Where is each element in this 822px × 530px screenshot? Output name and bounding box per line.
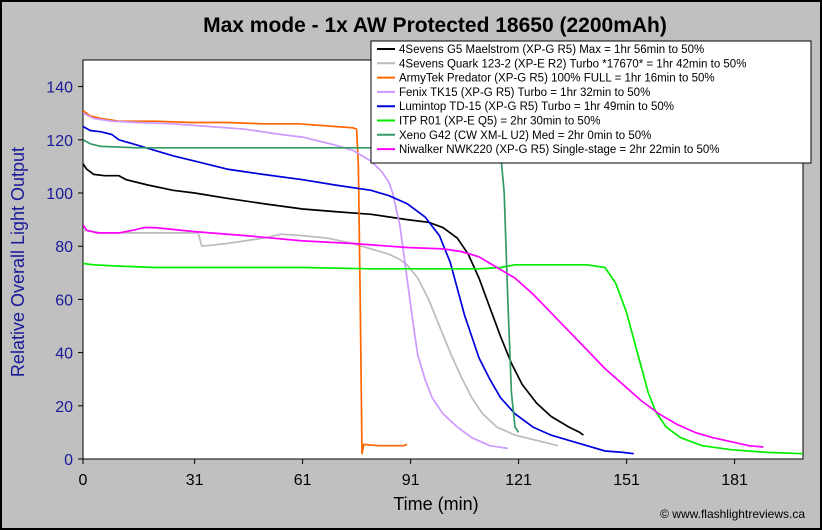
series-line bbox=[83, 224, 764, 448]
copyright-text: © www.flashlightreviews.ca bbox=[660, 507, 805, 521]
series-line bbox=[83, 229, 559, 447]
series-line bbox=[83, 262, 803, 455]
y-tick-label: 120 bbox=[46, 133, 73, 150]
legend-entry: ArmyTek Predator (XP-G R5) 100% FULL = 1… bbox=[399, 73, 715, 85]
legend-entry: Niwalker NWK220 (XP-G R5) Single-stage =… bbox=[399, 144, 720, 156]
legend: 4Sevens G5 Maelstrom (XP-G R5) Max = 1hr… bbox=[370, 40, 812, 164]
legend-entry: Fenix TK15 (XP-G R5) Turbo = 1hr 32min t… bbox=[399, 87, 650, 99]
legend-items: 4Sevens G5 Maelstrom (XP-G R5) Max = 1hr… bbox=[377, 44, 746, 156]
x-axis-ticks: 0 31 61 91 121 151 181 bbox=[79, 459, 748, 489]
x-tick-label: 181 bbox=[721, 472, 748, 489]
legend-entry: 4Sevens G5 Maelstrom (XP-G R5) Max = 1hr… bbox=[399, 44, 704, 56]
x-tick-label: 151 bbox=[613, 472, 640, 489]
legend-box bbox=[370, 40, 812, 164]
chart-title: Max mode - 1x AW Protected 18650 (2200mA… bbox=[203, 14, 667, 37]
y-tick-label: 100 bbox=[46, 186, 73, 203]
x-axis-label: Time (min) bbox=[393, 494, 478, 514]
series-line bbox=[83, 125, 634, 455]
x-tick-label: 0 bbox=[79, 472, 88, 489]
y-tick-label: 40 bbox=[55, 346, 73, 363]
x-tick-label: 121 bbox=[505, 472, 532, 489]
y-axis-label: Relative Overall Light Output bbox=[8, 147, 28, 377]
y-tick-label: 20 bbox=[55, 399, 73, 416]
x-tick-label: 91 bbox=[402, 472, 420, 489]
legend-entry: ITP R01 (XP-E Q5) = 2hr 30min to 50% bbox=[399, 116, 600, 128]
series-line bbox=[83, 163, 584, 436]
x-tick-label: 31 bbox=[186, 472, 204, 489]
series-line bbox=[83, 112, 508, 450]
y-tick-label: 0 bbox=[64, 452, 73, 469]
x-tick-label: 61 bbox=[294, 472, 312, 489]
y-tick-label: 80 bbox=[55, 239, 73, 256]
y-tick-label: 140 bbox=[46, 80, 73, 97]
y-tick-label: 60 bbox=[55, 292, 73, 309]
legend-entry: Lumintop TD-15 (XP-G R5) Turbo = 1hr 49m… bbox=[399, 101, 674, 113]
y-axis-ticks: 0 20 40 60 80 100 120 140 bbox=[46, 80, 83, 469]
legend-entry: 4Sevens Quark 123-2 (XP-E R2) Turbo *176… bbox=[399, 58, 746, 70]
legend-entry: Xeno G42 (CW XM-L U2) Med = 2hr 0min to … bbox=[399, 130, 651, 142]
